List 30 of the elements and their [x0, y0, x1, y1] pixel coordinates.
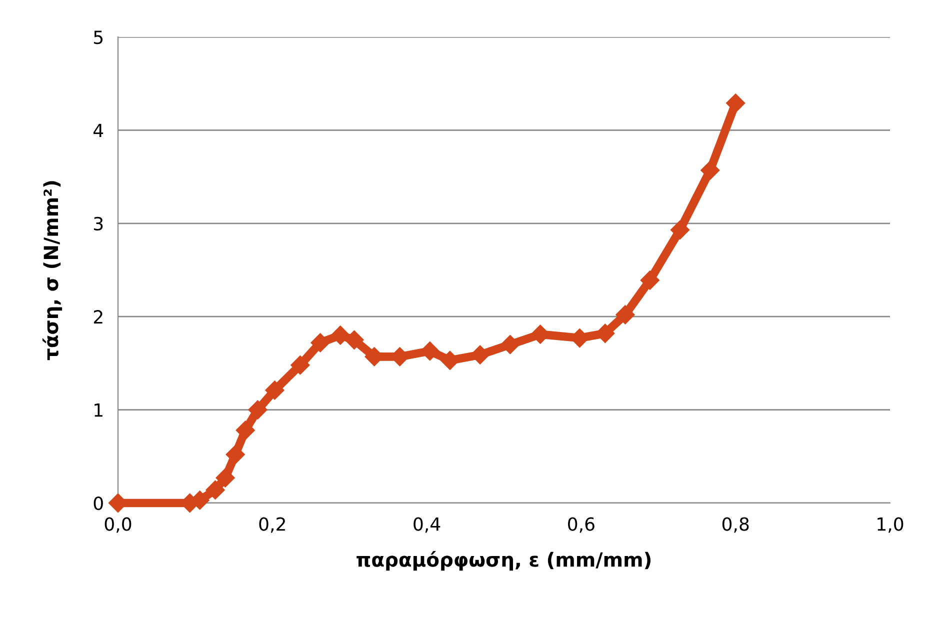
- point: [500, 335, 520, 354]
- y-tick-label: 0: [94, 496, 103, 510]
- y-tick-label: 5: [94, 30, 103, 44]
- x-tick-label: 0,2: [259, 517, 285, 533]
- point: [726, 94, 746, 113]
- point: [310, 333, 330, 352]
- y-tick-label: 4: [94, 124, 104, 138]
- x-tick-label: 0,8: [722, 517, 749, 533]
- point: [290, 356, 310, 375]
- x-tick-label: 0,0: [104, 517, 132, 533]
- point: [226, 445, 245, 464]
- point: [640, 270, 660, 290]
- x-axis-title: παραμόρφωση, ε (mm/mm): [356, 551, 651, 571]
- point: [216, 468, 235, 488]
- y-axis-title: τάση, σ (N/mm²): [42, 181, 62, 360]
- x-tick-label: 0,4: [414, 517, 440, 533]
- point: [248, 400, 268, 420]
- point: [330, 326, 350, 345]
- point: [236, 420, 255, 440]
- point: [700, 160, 720, 180]
- point: [206, 480, 225, 500]
- x-tick-label: 0,6: [568, 517, 594, 533]
- point: [670, 220, 690, 240]
- x-tick-label: 1,0: [878, 517, 904, 533]
- point: [265, 380, 284, 400]
- y-tick-label: 3: [94, 216, 103, 231]
- point: [616, 305, 635, 324]
- y-tick-label: 1: [94, 403, 102, 417]
- point: [344, 330, 364, 350]
- y-tick-label: 2: [94, 310, 102, 324]
